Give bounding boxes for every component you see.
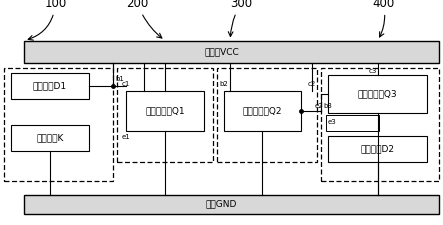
Text: 输出端子D2: 输出端子D2 — [361, 145, 395, 153]
Text: e1: e1 — [122, 134, 131, 140]
Text: 电压源VCC: 电压源VCC — [204, 47, 239, 56]
Text: b2: b2 — [219, 81, 228, 87]
Text: c1: c1 — [122, 81, 130, 87]
Bar — [328, 136, 427, 162]
Text: 300: 300 — [228, 0, 253, 36]
Bar — [11, 73, 89, 99]
Text: 地端GND: 地端GND — [206, 200, 237, 209]
Text: 输入开关K: 输入开关K — [36, 133, 63, 142]
Text: c3: c3 — [369, 68, 377, 74]
Bar — [126, 91, 204, 130]
Bar — [224, 91, 301, 130]
Bar — [11, 125, 89, 151]
Text: 100: 100 — [28, 0, 66, 40]
Text: 输入端子D1: 输入端子D1 — [33, 82, 67, 90]
Text: 第一开关管Q1: 第一开关管Q1 — [145, 106, 185, 115]
Text: e3: e3 — [328, 119, 337, 124]
Bar — [328, 75, 427, 112]
Text: 第二开关管Q2: 第二开关管Q2 — [243, 106, 282, 115]
Bar — [24, 40, 439, 63]
Text: 200: 200 — [126, 0, 162, 38]
Bar — [4, 68, 113, 181]
Text: e2: e2 — [315, 103, 323, 109]
Text: 第三开关管Q3: 第三开关管Q3 — [358, 89, 397, 99]
Bar — [117, 68, 213, 162]
Bar — [321, 68, 439, 181]
Text: b3: b3 — [323, 103, 332, 109]
Bar — [24, 195, 439, 214]
Text: b1: b1 — [115, 76, 124, 82]
Text: 400: 400 — [372, 0, 394, 37]
Text: c2: c2 — [308, 81, 316, 87]
Bar — [217, 68, 317, 162]
Bar — [326, 115, 379, 130]
